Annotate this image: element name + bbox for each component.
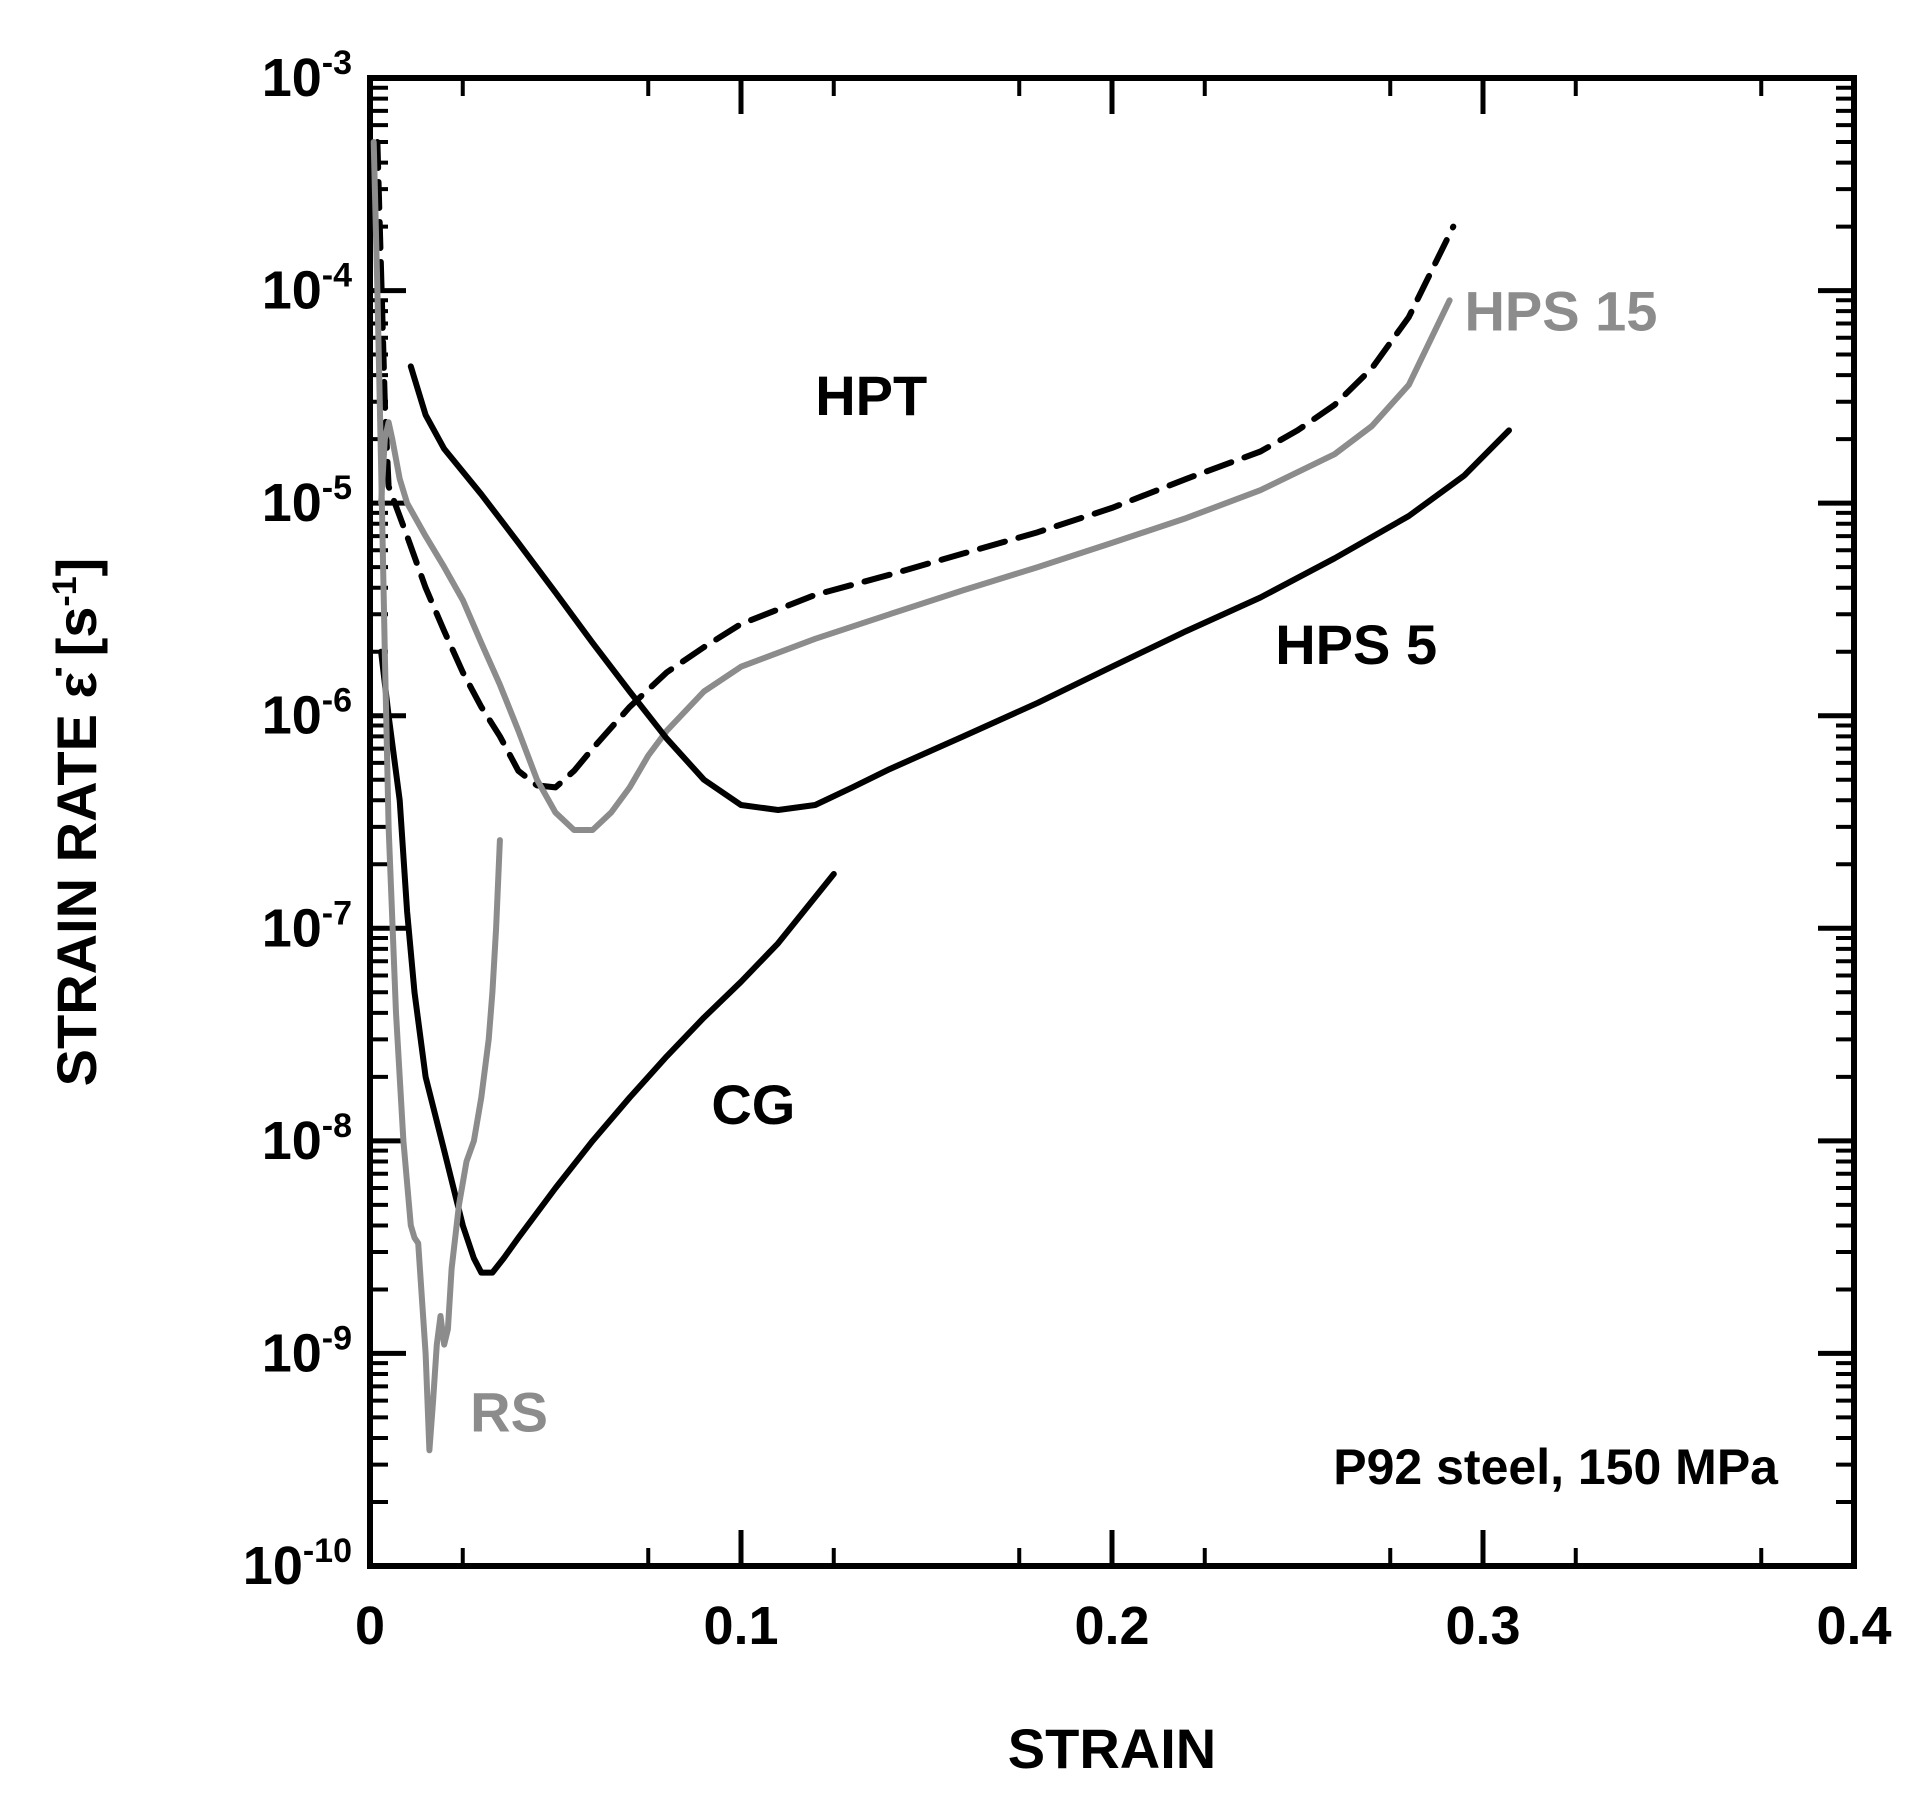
series-line-hps-15: [378, 297, 1453, 833]
series-label-hpt: HPT: [815, 364, 927, 427]
y-tick-label: 10-10: [243, 1532, 352, 1596]
y-tick-label: 10-6: [262, 682, 352, 746]
x-tick-label: 0: [355, 1596, 385, 1656]
x-tick-labels: 0 0.1 0.2 0.3 0.4: [355, 1596, 1892, 1656]
y-tick-labels: 10-10 10-9 10-8 10-7 10-6 10-5 10-4 10-3: [243, 44, 352, 1596]
series-line-hps-5: [407, 363, 1512, 813]
y-tick-label: 10-7: [262, 894, 352, 958]
series-label-rs: RS: [470, 1380, 548, 1443]
chart-annotation: P92 steel, 150 MPa: [1333, 1439, 1779, 1495]
series-line-hpt: [374, 139, 1457, 791]
x-tick-label: 0.4: [1816, 1596, 1891, 1656]
y-tick-label: 10-8: [262, 1107, 352, 1171]
series-label-hps-5: HPS 5: [1275, 613, 1437, 676]
x-tick-label: 0.2: [1074, 1596, 1149, 1656]
series-lines: [370, 139, 1512, 1454]
plot-frame: [367, 75, 1857, 1569]
series-label-hps-15: HPS 15: [1464, 279, 1657, 342]
y-tick-label: 10-3: [262, 44, 352, 108]
y-tick-label: 10-4: [262, 257, 352, 321]
x-axis-title: STRAIN: [1008, 1717, 1216, 1780]
y-tick-label: 10-5: [262, 469, 352, 533]
series-labels: HPT HPS 15 HPS 5 CG RS: [470, 279, 1657, 1443]
x-tick-label: 0.3: [1445, 1596, 1520, 1656]
series-label-cg: CG: [711, 1073, 795, 1136]
series-line-rs: [370, 139, 503, 1454]
y-tick-label: 10-9: [262, 1319, 352, 1383]
series-line-cg: [378, 648, 837, 1276]
x-tick-label: 0.1: [703, 1596, 778, 1656]
y-axis-title: STRAIN RATE ε̇ [s-1]: [45, 558, 108, 1087]
